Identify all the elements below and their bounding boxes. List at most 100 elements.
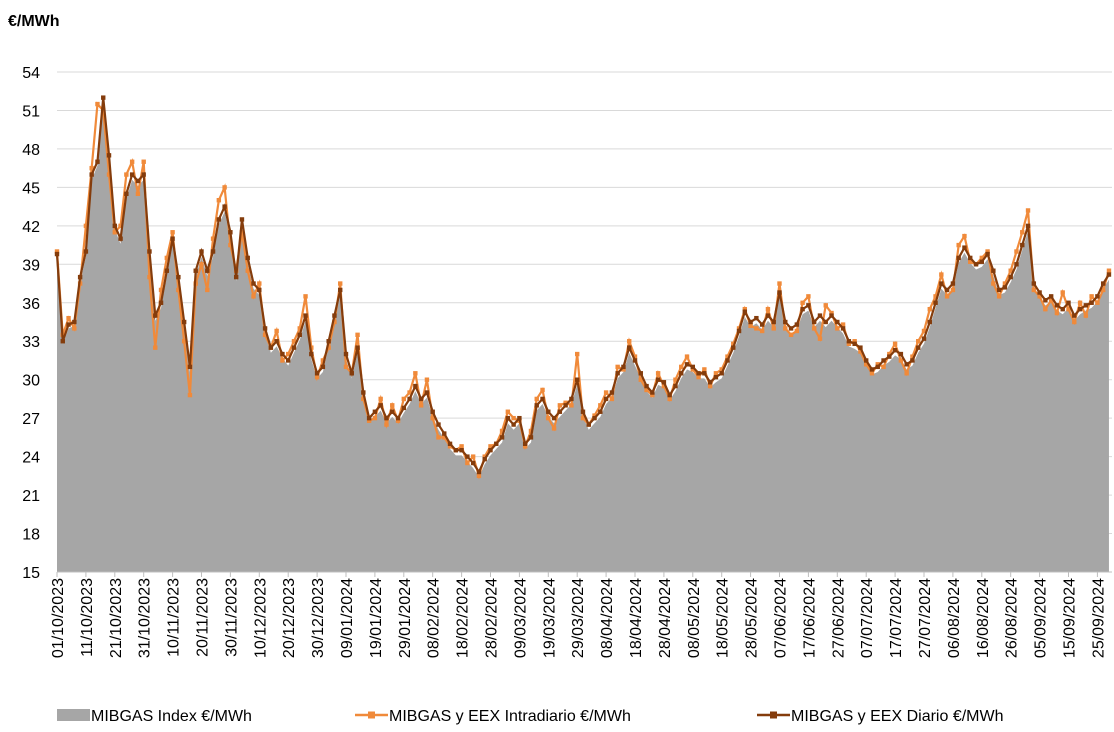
marker <box>465 460 470 466</box>
marker <box>170 236 175 241</box>
marker <box>164 268 170 273</box>
marker <box>551 415 557 421</box>
y-tick-label: 48 <box>22 142 40 159</box>
marker <box>1060 306 1065 312</box>
marker <box>222 185 227 190</box>
marker <box>811 326 817 331</box>
marker <box>83 249 89 254</box>
marker <box>904 371 909 376</box>
marker <box>609 390 615 395</box>
marker <box>840 322 846 327</box>
marker <box>401 396 406 402</box>
y-tick-label: 24 <box>22 450 40 467</box>
marker <box>546 415 551 421</box>
marker <box>286 351 291 357</box>
marker <box>667 392 672 398</box>
marker <box>1002 285 1008 290</box>
marker <box>846 341 852 346</box>
marker <box>927 319 932 325</box>
marker <box>210 249 216 254</box>
marker <box>719 367 724 372</box>
marker <box>106 153 112 158</box>
x-tick-label: 21/10/2023 <box>108 578 125 658</box>
marker <box>540 387 545 393</box>
marker <box>1060 290 1065 295</box>
marker <box>262 326 268 331</box>
x-tick-label: 08/02/2024 <box>426 578 443 658</box>
y-tick-label: 42 <box>22 219 40 236</box>
marker <box>1100 281 1106 286</box>
marker <box>569 403 574 408</box>
marker <box>609 396 615 402</box>
marker <box>985 251 990 257</box>
marker <box>939 272 944 277</box>
x-tick-label: 06/08/2024 <box>946 578 963 658</box>
marker <box>268 345 274 350</box>
marker <box>442 431 447 436</box>
marker <box>777 290 782 295</box>
marker <box>777 281 782 286</box>
marker <box>522 441 528 446</box>
marker <box>979 259 984 264</box>
marker <box>291 339 297 344</box>
marker <box>1008 268 1013 273</box>
marker <box>835 326 840 331</box>
marker <box>1106 272 1112 277</box>
marker <box>251 281 256 286</box>
marker <box>632 358 638 363</box>
marker <box>725 358 730 363</box>
marker <box>453 448 459 453</box>
marker <box>806 294 811 299</box>
marker <box>817 313 823 318</box>
marker <box>129 172 135 177</box>
marker <box>83 223 89 229</box>
marker <box>436 422 441 427</box>
marker <box>569 396 574 402</box>
y-tick-label: 36 <box>22 296 40 313</box>
marker <box>794 322 800 327</box>
marker <box>592 413 597 418</box>
marker <box>858 345 863 350</box>
marker <box>910 354 915 359</box>
x-tick-label: 11/10/2023 <box>79 578 96 657</box>
legend-label: MIBGAS y EEX Diario €/MWh <box>791 708 1004 725</box>
marker <box>592 415 597 421</box>
marker <box>216 217 222 222</box>
marker <box>996 287 1002 293</box>
marker <box>696 374 701 380</box>
marker <box>869 367 875 372</box>
marker <box>673 383 678 389</box>
marker <box>395 415 401 421</box>
x-tick-label: 26/08/2024 <box>1004 578 1021 658</box>
marker <box>621 367 626 372</box>
x-tick-label: 20/12/2023 <box>281 578 298 658</box>
marker <box>991 268 996 273</box>
marker <box>811 319 817 325</box>
marker <box>563 403 568 408</box>
marker <box>326 339 331 344</box>
marker <box>962 233 967 239</box>
marker <box>1100 287 1106 293</box>
marker <box>447 441 453 446</box>
x-tick-label: 17/07/2024 <box>888 578 905 658</box>
marker <box>968 259 973 264</box>
marker <box>1037 294 1042 299</box>
marker <box>563 400 568 405</box>
marker <box>343 364 349 370</box>
marker <box>575 351 580 357</box>
marker <box>158 300 164 305</box>
marker <box>239 217 245 222</box>
marker <box>60 339 65 344</box>
marker <box>968 255 973 261</box>
marker <box>586 422 591 427</box>
marker <box>1037 290 1042 295</box>
marker <box>245 255 250 261</box>
x-tick-label: 29/03/2024 <box>570 578 587 658</box>
marker <box>407 396 412 402</box>
marker <box>1089 300 1094 305</box>
marker <box>199 262 204 267</box>
x-tick-label: 18/02/2024 <box>455 578 472 658</box>
marker <box>1066 300 1071 305</box>
marker <box>210 236 216 241</box>
x-tick-label: 30/11/2023 <box>223 578 240 657</box>
